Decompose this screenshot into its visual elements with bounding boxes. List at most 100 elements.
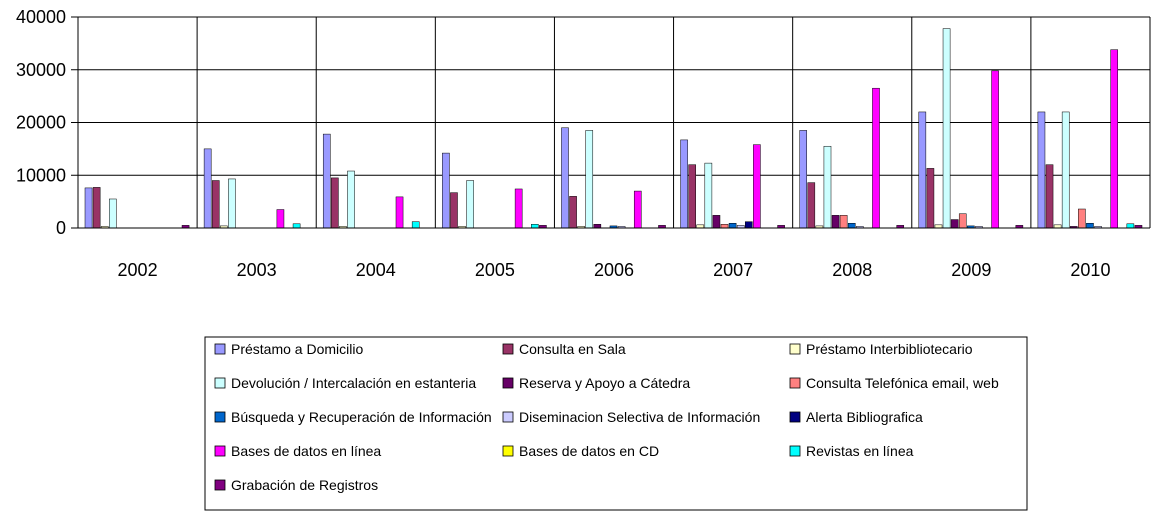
legend-swatch xyxy=(502,377,514,389)
bar xyxy=(991,70,999,229)
legend-swatch xyxy=(214,377,226,389)
bar xyxy=(593,224,602,229)
legend-label: Bases de datos en CD xyxy=(519,443,659,459)
legend-swatch xyxy=(502,411,514,423)
bar xyxy=(1037,111,1046,229)
legend-swatch xyxy=(502,445,514,457)
bar xyxy=(926,168,935,229)
y-tick-labels: 0 10000 20000 30000 40000 xyxy=(16,7,66,238)
bar xyxy=(211,180,220,229)
y-tick-label: 40000 xyxy=(16,7,66,27)
bar xyxy=(950,219,959,229)
legend-swatch xyxy=(789,343,801,355)
legend-label: Diseminacion Selectiva de Información xyxy=(519,409,760,425)
bar xyxy=(514,188,523,229)
bar xyxy=(831,215,840,229)
bar xyxy=(958,213,967,229)
bar xyxy=(347,170,355,229)
bar xyxy=(728,223,737,229)
bar xyxy=(872,87,880,229)
axes xyxy=(71,16,1150,229)
bar xyxy=(561,127,569,229)
legend-label: Revistas en línea xyxy=(806,443,914,459)
gridlines xyxy=(77,16,1151,229)
legend-label: Préstamo Interbibliotecario xyxy=(806,341,973,357)
bar xyxy=(411,221,420,229)
legend-label: Grabación de Registros xyxy=(231,477,378,493)
bar xyxy=(1061,111,1070,229)
legend-label: Consulta en Sala xyxy=(519,341,626,357)
legend-label: Préstamo a Domicilio xyxy=(231,341,363,357)
legend-swatch xyxy=(214,445,226,457)
bar xyxy=(1126,223,1135,229)
legend-label: Devolución / Intercalación en estanteria xyxy=(231,375,476,391)
bar xyxy=(450,192,458,229)
bar xyxy=(109,198,117,229)
bar xyxy=(688,164,696,229)
y-tick-label: 10000 xyxy=(16,165,66,185)
bar xyxy=(228,178,236,229)
bar xyxy=(531,224,539,229)
bar xyxy=(466,180,474,229)
bar xyxy=(1078,208,1086,229)
legend: Préstamo a Domicilio Consulta en Sala Prés… xyxy=(204,336,1028,511)
legend-label: Búsqueda y Recuperación de Información xyxy=(231,409,492,425)
bar xyxy=(704,162,713,229)
y-tick-label: 20000 xyxy=(16,113,66,133)
x-tick-label: 2003 xyxy=(237,260,277,280)
bar xyxy=(942,28,951,229)
bar xyxy=(633,190,642,229)
x-tick-label: 2010 xyxy=(1070,260,1110,280)
bar xyxy=(395,196,404,229)
bars xyxy=(84,28,1143,229)
legend-swatch xyxy=(789,445,801,457)
legend-label: Alerta Bibliografica xyxy=(806,409,923,425)
legend-swatch xyxy=(502,343,514,355)
legend-label: Consulta Telefónica email, web xyxy=(806,375,999,391)
legend-frame xyxy=(204,336,1028,511)
bar xyxy=(680,139,688,229)
x-tick-label: 2008 xyxy=(832,260,872,280)
bar xyxy=(585,130,594,229)
legend-swatch xyxy=(214,411,226,423)
bar xyxy=(1086,223,1094,229)
bar xyxy=(823,145,832,229)
bar xyxy=(753,144,761,229)
legend-label: Reserva y Apoyo a Cátedra xyxy=(519,375,690,391)
bar xyxy=(92,187,101,229)
y-tick-label: 0 xyxy=(56,218,66,238)
bar xyxy=(292,223,301,229)
bar xyxy=(331,177,339,229)
bar xyxy=(918,111,927,229)
x-tick-label: 2009 xyxy=(951,260,991,280)
bar xyxy=(569,196,577,229)
bar xyxy=(1110,49,1118,229)
bar xyxy=(84,187,93,229)
x-tick-label: 2006 xyxy=(594,260,634,280)
bar xyxy=(442,152,450,229)
x-tick-labels: 2002 2003 2004 2005 2006 2007 2008 2009 2010 xyxy=(118,260,1111,280)
bar xyxy=(1045,164,1054,229)
legend-swatch xyxy=(214,479,226,491)
x-tick-label: 2005 xyxy=(475,260,515,280)
x-tick-label: 2004 xyxy=(356,260,396,280)
legend-label: Bases de datos en línea xyxy=(231,443,381,459)
y-tick-label: 30000 xyxy=(16,60,66,80)
bar xyxy=(322,133,331,229)
legend-swatch xyxy=(789,411,801,423)
legend-swatch xyxy=(789,377,801,389)
x-tick-label: 2007 xyxy=(713,260,753,280)
bar xyxy=(712,215,721,229)
x-tick-label: 2002 xyxy=(118,260,158,280)
legend-swatch xyxy=(214,343,226,355)
bar xyxy=(807,182,816,229)
bar xyxy=(744,221,753,229)
bar xyxy=(720,224,729,229)
bar xyxy=(799,130,808,229)
bar xyxy=(203,148,212,229)
bar xyxy=(847,223,856,229)
bar xyxy=(839,215,848,229)
bar xyxy=(276,209,285,229)
